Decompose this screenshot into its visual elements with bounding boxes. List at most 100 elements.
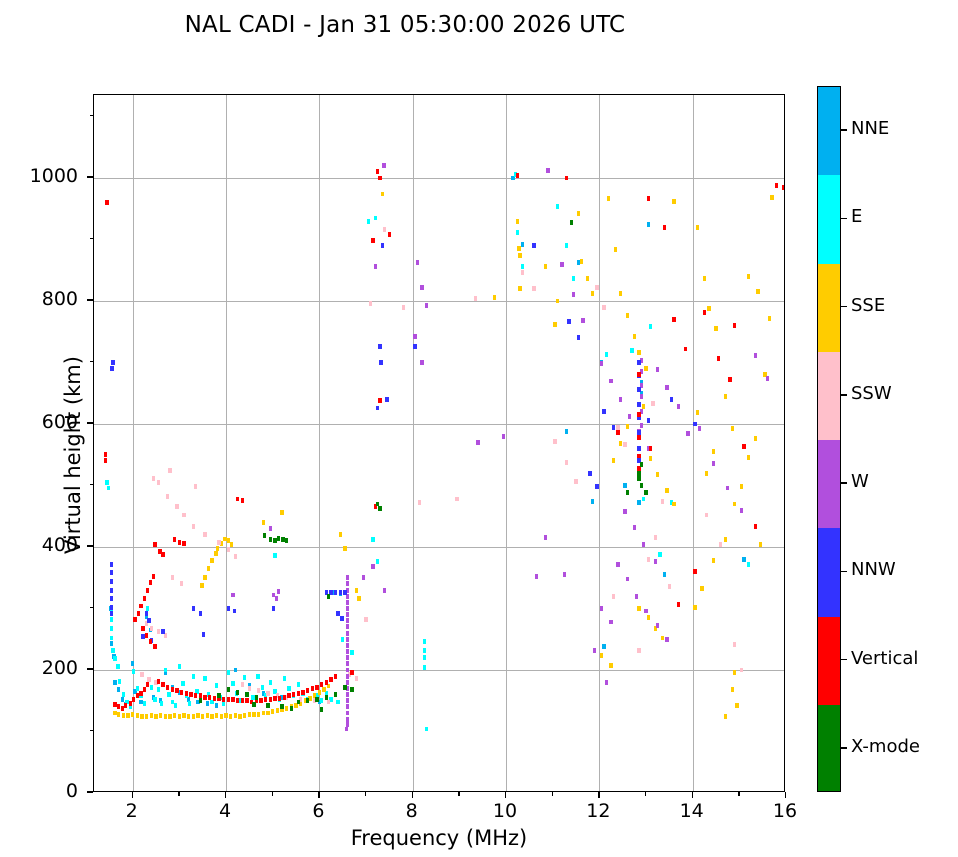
data-point-nnw	[109, 604, 114, 610]
data-point-vertical	[648, 446, 653, 452]
data-point-sse	[518, 253, 522, 258]
data-point-nne	[233, 667, 238, 673]
data-point-nne	[170, 684, 175, 690]
data-point-nnw	[109, 570, 114, 576]
data-point-w	[618, 396, 623, 402]
data-point-ssw	[256, 688, 261, 694]
data-point-sse	[116, 711, 121, 717]
y-axis-tick-label: 0	[65, 780, 78, 802]
colorbar-segment-ssw	[818, 351, 840, 440]
data-point-w	[571, 292, 576, 298]
x-axis-tick	[505, 792, 507, 798]
data-point-e	[173, 703, 178, 709]
data-point-e	[648, 324, 653, 330]
data-point-nnw	[191, 606, 196, 611]
data-point-w	[345, 642, 350, 648]
data-point-e	[139, 693, 143, 699]
data-point-sse	[312, 693, 317, 699]
data-point-sse	[280, 706, 284, 712]
data-point-sse	[326, 683, 331, 689]
data-point-w	[361, 575, 366, 581]
data-point-nnw	[343, 590, 347, 595]
plot-area	[93, 94, 785, 792]
data-point-e	[571, 276, 576, 282]
data-point-sse	[517, 245, 521, 251]
data-point-ssw	[147, 676, 151, 682]
data-point-e	[121, 692, 126, 698]
data-point-x-mode	[252, 701, 256, 707]
x-axis-label: Frequency (MHz)	[350, 826, 528, 850]
data-point-ssw	[347, 672, 352, 678]
data-point-ssw	[382, 227, 387, 233]
data-point-vertical	[683, 346, 688, 352]
colorbar-segment-e	[818, 175, 840, 264]
data-point-vertical	[287, 693, 291, 699]
data-point-sse	[711, 558, 716, 563]
data-point-vertical	[142, 596, 147, 602]
data-point-vertical	[235, 698, 240, 704]
data-point-nnw	[379, 360, 383, 365]
data-point-sse	[380, 191, 385, 197]
data-point-x-mode	[280, 704, 284, 710]
data-point-w	[604, 679, 609, 685]
data-point-vertical	[123, 703, 128, 709]
data-point-vertical	[179, 689, 184, 695]
data-point-sse	[144, 714, 149, 720]
data-point-x-mode	[350, 687, 354, 693]
data-point-vertical	[259, 698, 263, 704]
data-point-w	[639, 383, 644, 389]
data-point-e	[564, 243, 569, 249]
data-point-sse	[238, 713, 242, 719]
data-point-sse	[695, 224, 700, 230]
data-point-w	[646, 446, 651, 452]
data-point-sse	[693, 604, 697, 610]
x-axis-minor-tick	[178, 792, 180, 796]
data-point-e	[156, 687, 161, 693]
data-point-sse	[261, 710, 266, 716]
data-point-vertical	[637, 372, 641, 378]
data-point-sse	[599, 652, 604, 658]
data-point-w	[276, 588, 281, 594]
data-point-nne	[646, 221, 651, 227]
x-axis-tick-label: 4	[219, 800, 232, 822]
data-point-w	[599, 361, 604, 367]
data-point-w	[609, 378, 613, 384]
data-point-vertical	[378, 175, 382, 181]
data-point-x-mode	[319, 706, 324, 712]
data-point-sse	[357, 596, 361, 602]
data-point-ssw	[326, 699, 331, 705]
data-point-sse	[224, 713, 228, 718]
data-point-w	[345, 710, 350, 716]
data-point-sse	[700, 586, 704, 592]
data-point-ssw	[364, 617, 368, 623]
data-point-nnw	[109, 578, 114, 584]
data-point-sse	[223, 536, 227, 542]
data-point-w	[382, 587, 387, 593]
gridline-vertical	[226, 95, 228, 791]
data-point-ssw	[646, 556, 651, 562]
data-point-x-mode	[315, 697, 319, 702]
data-point-e	[324, 690, 329, 696]
data-point-ssw	[217, 539, 221, 545]
data-point-sse	[130, 711, 135, 717]
data-point-sse	[714, 325, 718, 331]
data-point-vertical	[189, 692, 193, 698]
data-point-vertical	[373, 503, 378, 509]
gridline-vertical	[506, 95, 508, 791]
y-axis-tick-label: 600	[41, 411, 78, 433]
data-point-vertical	[151, 574, 156, 579]
data-point-ssw	[553, 438, 557, 444]
data-point-nnw	[201, 631, 206, 637]
data-point-w	[639, 409, 644, 415]
data-point-sse	[303, 698, 308, 704]
data-point-nne	[163, 670, 168, 675]
data-point-vertical	[350, 670, 354, 675]
data-point-e	[181, 681, 185, 686]
data-point-vertical	[240, 497, 245, 503]
data-point-nnw	[637, 468, 641, 474]
data-point-sse	[226, 538, 231, 544]
data-point-w	[345, 649, 350, 654]
data-point-e	[268, 679, 273, 685]
data-point-sse	[210, 714, 214, 720]
data-point-nne	[590, 499, 595, 504]
